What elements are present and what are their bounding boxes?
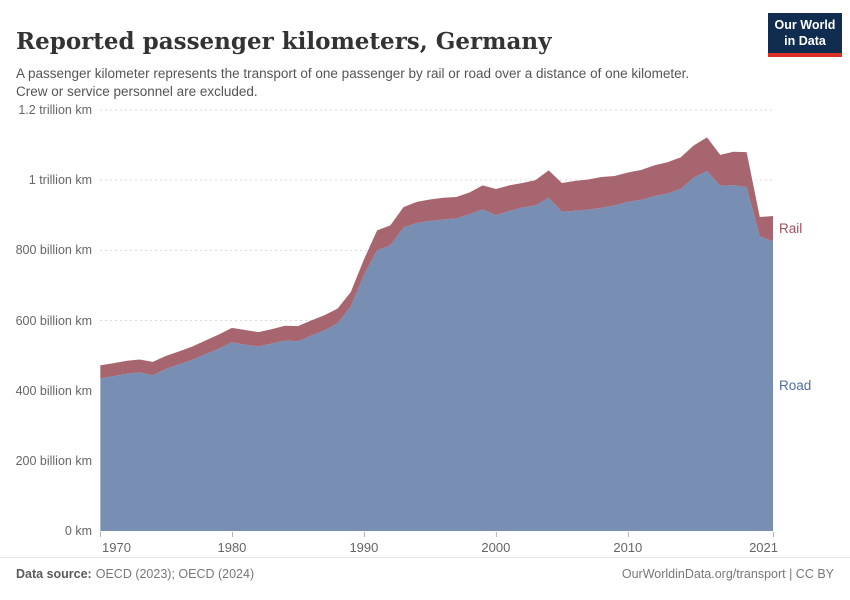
data-source-label: Data source: xyxy=(16,567,92,581)
x-axis-label: 2000 xyxy=(461,540,531,556)
owid-chart-page: Reported passenger kilometers, Germany A… xyxy=(0,0,850,600)
data-source-text: OECD (2023); OECD (2024) xyxy=(96,567,254,581)
x-axis-label: 1970 xyxy=(102,540,172,556)
series-label-rail[interactable]: Rail xyxy=(779,221,802,237)
y-axis-label: 600 billion km xyxy=(0,313,92,329)
x-axis-label: 1990 xyxy=(329,540,399,556)
y-axis-label: 1 trillion km xyxy=(0,172,92,188)
y-axis-label: 200 billion km xyxy=(0,453,92,469)
license-credit-link[interactable]: OurWorldinData.org/transport | CC BY xyxy=(622,567,834,581)
footer-divider xyxy=(0,557,850,558)
data-source-note: Data source: OECD (2023); OECD (2024) xyxy=(16,567,254,581)
series-label-road[interactable]: Road xyxy=(779,378,811,394)
x-axis-label: 2021 xyxy=(708,540,778,556)
x-axis-label: 2010 xyxy=(593,540,663,556)
stacked-area-chart xyxy=(0,0,850,600)
y-axis-label: 0 km xyxy=(0,523,92,539)
y-axis-label: 800 billion km xyxy=(0,242,92,258)
y-axis-label: 1.2 trillion km xyxy=(0,102,92,118)
x-axis-label: 1980 xyxy=(197,540,267,556)
y-axis-label: 400 billion km xyxy=(0,383,92,399)
